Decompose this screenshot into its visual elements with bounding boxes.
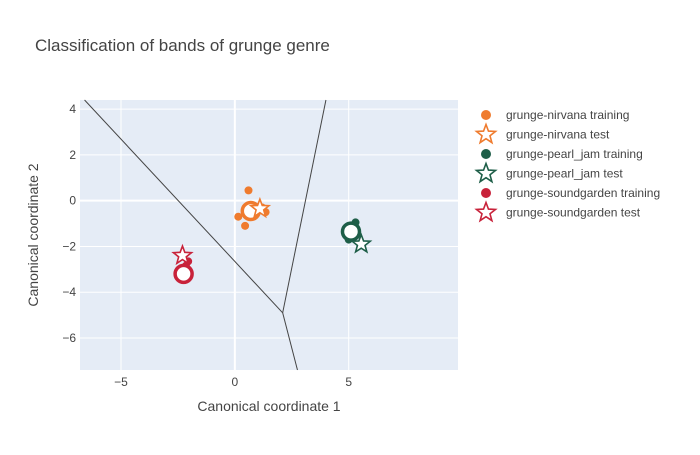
- training-point: [241, 221, 250, 230]
- legend-star-marker: [474, 161, 498, 184]
- legend-circle-marker: [481, 188, 491, 198]
- legend-circle-marker: [481, 149, 491, 159]
- legend-item[interactable]: grunge-nirvana test: [474, 122, 610, 145]
- test-star-marker: [350, 232, 373, 254]
- legend-star-marker: [474, 122, 498, 145]
- training-point: [244, 186, 253, 195]
- legend-circle-marker: [481, 110, 491, 120]
- class-centroid-marker: [340, 221, 362, 242]
- legend-star-marker: [474, 200, 498, 223]
- y-tick-label: −2: [62, 239, 76, 253]
- y-tick-label: −4: [62, 285, 76, 299]
- legend-label: grunge-pearl_jam training: [506, 147, 643, 161]
- x-tick-label: 5: [345, 375, 352, 389]
- decision-boundary-line: [282, 312, 298, 371]
- x-tick-label: 0: [231, 375, 238, 389]
- plot-area: [80, 100, 458, 370]
- decision-boundary-line: [84, 99, 284, 314]
- data-points: [171, 186, 373, 285]
- legend-item[interactable]: grunge-soundgarden test: [474, 200, 641, 223]
- y-tick-label: 4: [69, 102, 76, 116]
- decision-boundary-line: [282, 99, 327, 313]
- test-star-marker: [248, 196, 272, 219]
- x-axis-label: Canonical coordinate 1: [197, 398, 340, 414]
- legend-label: grunge-soundgarden training: [506, 186, 660, 200]
- x-tick-label: −5: [114, 375, 128, 389]
- training-point: [234, 212, 243, 221]
- legend-item[interactable]: grunge-soundgarden training: [481, 186, 660, 200]
- tick-labels: −5 0 5 4 2 0 −2 −4 −6: [62, 102, 352, 389]
- legend-item[interactable]: grunge-pearl_jam test: [474, 161, 623, 184]
- legend[interactable]: grunge-nirvana training grunge-nirvana te…: [474, 108, 660, 223]
- legend-item[interactable]: grunge-pearl_jam training: [481, 147, 643, 161]
- y-tick-label: 0: [69, 194, 76, 208]
- legend-label: grunge-nirvana training: [506, 108, 629, 122]
- decision-boundaries: [84, 99, 327, 371]
- legend-label: grunge-pearl_jam test: [506, 167, 623, 181]
- y-axis-label: Canonical coordinate 2: [25, 163, 41, 306]
- legend-label: grunge-soundgarden test: [506, 206, 641, 220]
- legend-label: grunge-nirvana test: [506, 128, 610, 142]
- y-tick-label: 2: [69, 148, 76, 162]
- chart-title: Classification of bands of grunge genre: [35, 36, 330, 55]
- grid-layer: [80, 100, 458, 370]
- class-centroid-marker: [173, 263, 194, 285]
- test-star-marker: [171, 243, 194, 266]
- y-tick-label: −6: [62, 331, 76, 345]
- legend-item[interactable]: grunge-nirvana training: [481, 108, 629, 122]
